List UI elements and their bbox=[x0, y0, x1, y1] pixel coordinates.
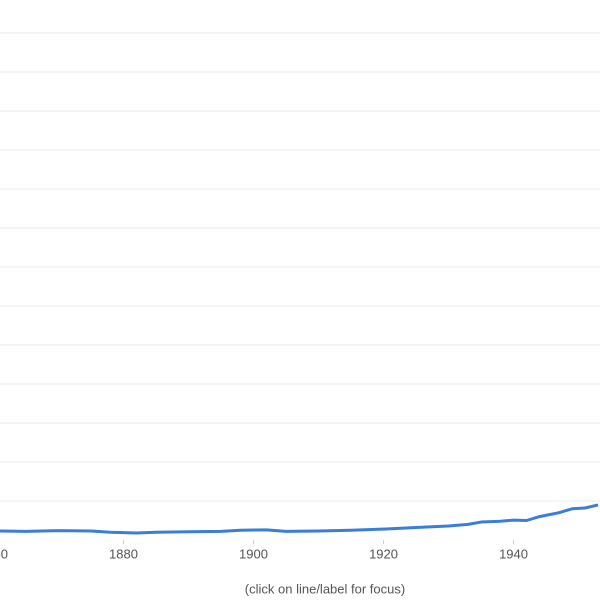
focus-hint: (click on line/label for focus) bbox=[245, 581, 405, 596]
x-tick-label: 1900 bbox=[239, 546, 268, 561]
x-tick-label: 1940 bbox=[499, 546, 528, 561]
x-tick-label: 1860 bbox=[0, 546, 8, 561]
series-line[interactable] bbox=[0, 503, 599, 535]
x-tick-label: 1920 bbox=[369, 546, 398, 561]
x-tick-label: 1880 bbox=[109, 546, 138, 561]
